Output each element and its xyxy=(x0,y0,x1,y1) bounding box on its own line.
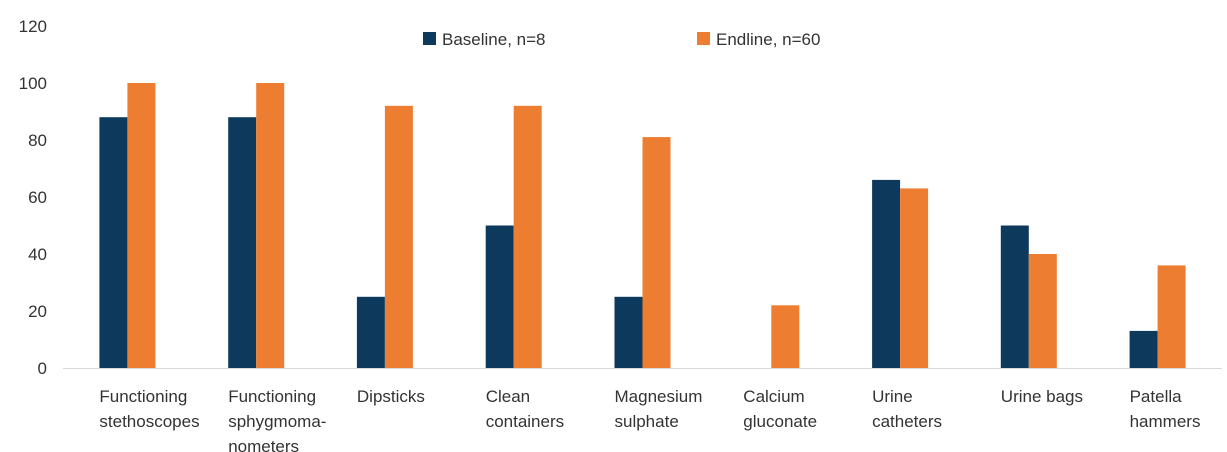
legend-label-baseline: Baseline, n=8 xyxy=(442,30,546,49)
bar-baseline xyxy=(99,117,128,368)
x-category-label: Functioning stethoscopes xyxy=(99,387,199,431)
y-tick-label: 40 xyxy=(28,245,47,264)
bar-endline xyxy=(900,188,929,368)
legend-swatch-baseline xyxy=(423,32,436,45)
x-category-label-line: Magnesium xyxy=(615,387,703,406)
bar-endline xyxy=(256,83,285,368)
y-tick-label: 0 xyxy=(38,359,47,378)
x-category-label: Calcium gluconate xyxy=(743,387,817,431)
x-category-label-line: Urine xyxy=(872,387,913,406)
bar-baseline xyxy=(1129,330,1158,368)
bar-baseline xyxy=(485,225,514,368)
x-category-label-line: nometers xyxy=(228,437,299,452)
y-tick-label: 120 xyxy=(19,17,47,36)
x-category-label-line: Calcium xyxy=(743,387,804,406)
x-category-label-line: gluconate xyxy=(743,412,817,431)
y-tick-label: 20 xyxy=(28,302,47,321)
bars xyxy=(99,83,1186,369)
x-category-label-line: Functioning xyxy=(228,387,316,406)
bar-endline xyxy=(384,105,413,369)
x-category-label-line: Patella xyxy=(1130,387,1183,406)
x-category-label-line: Clean xyxy=(486,387,530,406)
legend-swatch-endline xyxy=(697,32,710,45)
x-category-label-line: Functioning xyxy=(99,387,187,406)
x-category-label-line: sulphate xyxy=(615,412,679,431)
legend-label-endline: Endline, n=60 xyxy=(716,30,820,49)
x-category-label-line: Dipsticks xyxy=(357,387,425,406)
bar-endline xyxy=(771,305,800,368)
x-category-label: Urine catheters xyxy=(872,387,942,431)
y-tick-label: 80 xyxy=(28,131,47,150)
x-axis: Functioning stethoscopes Functioning sphygm… xyxy=(99,387,1200,452)
x-category-label-line: containers xyxy=(486,412,564,431)
x-category-label-line: catheters xyxy=(872,412,942,431)
x-category-label-line: sphygmoma- xyxy=(228,412,326,431)
x-category-label: Patella hammers xyxy=(1130,387,1201,431)
bar-baseline xyxy=(872,179,901,368)
bar-endline xyxy=(1157,265,1186,368)
x-category-label-line: stethoscopes xyxy=(99,412,199,431)
x-category-label: Clean containers xyxy=(486,387,564,431)
bar-baseline xyxy=(614,296,643,369)
bar-endline xyxy=(127,83,156,368)
bar-baseline xyxy=(1000,225,1029,368)
bar-endline xyxy=(1028,254,1057,368)
x-category-label-line: Urine bags xyxy=(1001,387,1083,406)
x-category-label: Urine bags xyxy=(1001,387,1083,406)
y-tick-label: 100 xyxy=(19,74,47,93)
bar-baseline xyxy=(356,296,385,369)
bar-endline xyxy=(513,105,542,369)
x-category-label: Dipsticks xyxy=(357,387,425,406)
x-category-label: Magnesium sulphate xyxy=(615,387,703,431)
bar-baseline xyxy=(228,117,257,368)
legend: Baseline, n=8 Endline, n=60 xyxy=(423,30,820,49)
bar-endline xyxy=(642,137,671,368)
y-axis: 0 20 40 60 80 100 120 xyxy=(19,17,47,378)
y-tick-label: 60 xyxy=(28,188,47,207)
x-category-label-line: hammers xyxy=(1130,412,1201,431)
x-category-label: Functioning sphygmoma-nometers xyxy=(228,387,326,452)
